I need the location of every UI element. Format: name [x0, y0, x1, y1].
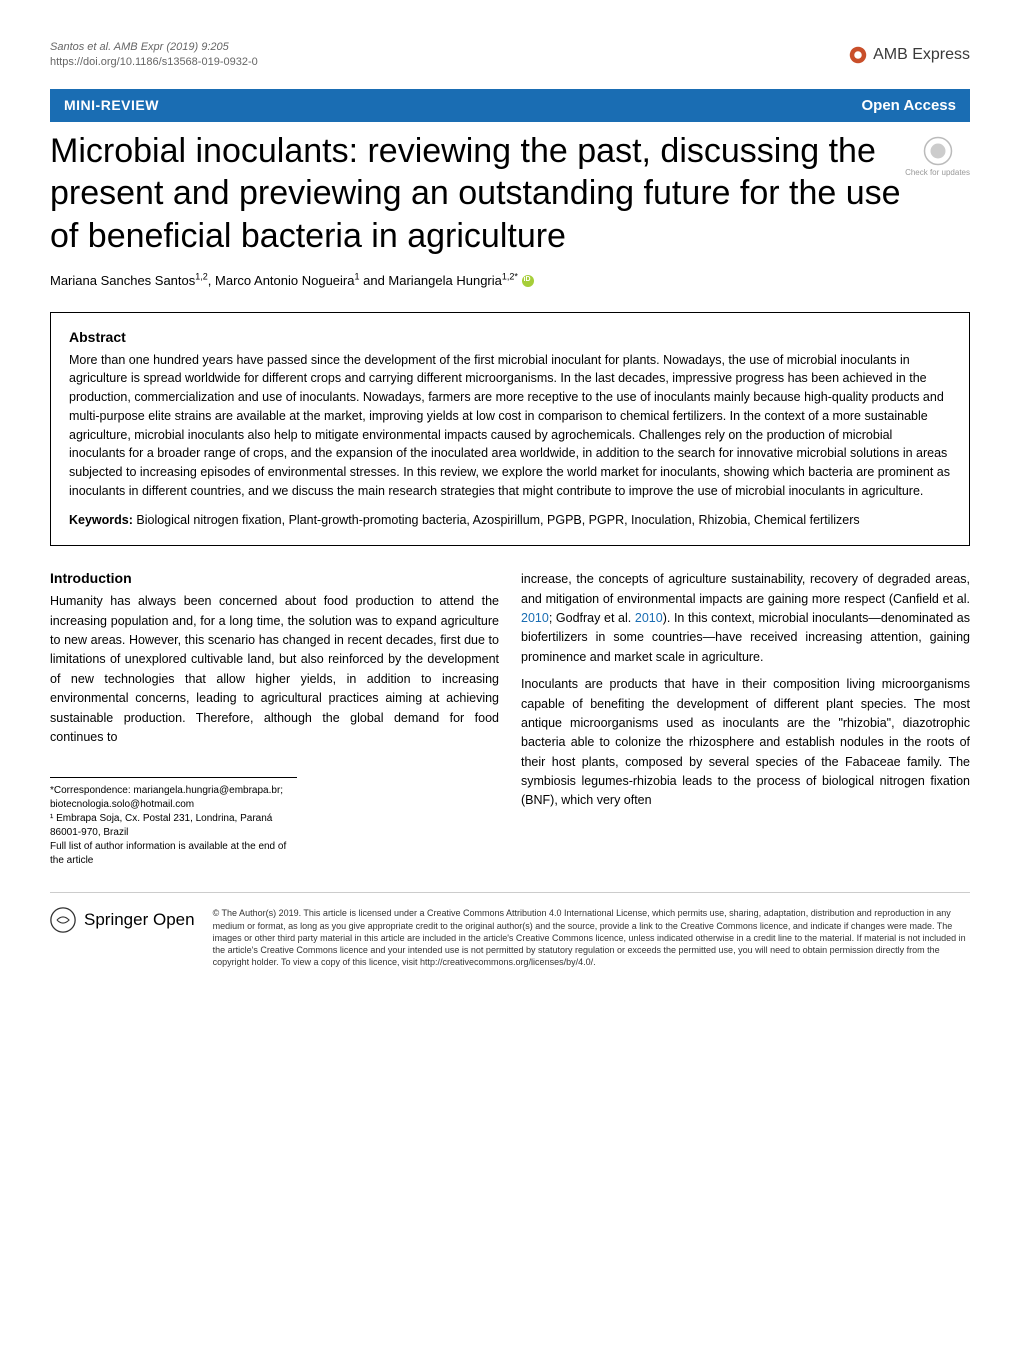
open-access-label: Open Access [862, 97, 957, 114]
authors-text: Mariana Sanches Santos1,2, Marco Antonio… [50, 273, 518, 288]
publisher-name: Springer Open [84, 910, 195, 930]
publisher-logo: Springer Open [50, 907, 195, 933]
intro-paragraph-1: Humanity has always been concerned about… [50, 592, 499, 747]
left-column: Introduction Humanity has always been co… [50, 570, 499, 868]
license-footer: Springer Open © The Author(s) 2019. This… [50, 892, 970, 968]
abstract-body: More than one hundred years have passed … [69, 351, 951, 501]
right-column: increase, the concepts of agriculture su… [521, 570, 970, 868]
intro-paragraph-2: increase, the concepts of agriculture su… [521, 570, 970, 667]
citation-block: Santos et al. AMB Expr (2019) 9:205 http… [50, 40, 258, 71]
author-list: Mariana Sanches Santos1,2, Marco Antonio… [50, 271, 970, 287]
springer-icon [50, 907, 76, 933]
intro-paragraph-3: Inoculants are products that have in the… [521, 675, 970, 811]
journal-name: AMB Express [873, 46, 970, 64]
journal-icon [849, 46, 867, 64]
correspondence-note: Full list of author information is avail… [50, 840, 297, 868]
correspondence-box: *Correspondence: mariangela.hungria@embr… [50, 777, 297, 868]
license-text: © The Author(s) 2019. This article is li… [213, 907, 970, 968]
article-type-banner: MINI-REVIEW Open Access [50, 89, 970, 122]
crossmark-icon [923, 136, 953, 166]
check-updates-badge[interactable]: Check for updates [905, 136, 970, 177]
correspondence-email: *Correspondence: mariangela.hungria@embr… [50, 784, 297, 812]
article-page: Santos et al. AMB Expr (2019) 9:205 http… [0, 0, 1020, 1008]
abstract-section: Abstract More than one hundred years hav… [50, 312, 970, 547]
doi-link[interactable]: https://doi.org/10.1186/s13568-019-0932-… [50, 55, 258, 70]
keywords-values: Biological nitrogen fixation, Plant-grow… [136, 513, 859, 527]
orcid-icon[interactable] [522, 275, 534, 287]
keywords-label: Keywords: [69, 513, 133, 527]
check-updates-text: Check for updates [905, 168, 970, 177]
article-title: Microbial inoculants: reviewing the past… [50, 130, 970, 258]
journal-logo: AMB Express [849, 46, 970, 64]
page-header: Santos et al. AMB Expr (2019) 9:205 http… [50, 40, 970, 71]
abstract-heading: Abstract [69, 329, 951, 345]
keywords-line: Keywords: Biological nitrogen fixation, … [69, 511, 951, 530]
correspondence-affiliation: ¹ Embrapa Soja, Cx. Postal 231, Londrina… [50, 812, 297, 840]
citation-line: Santos et al. AMB Expr (2019) 9:205 [50, 40, 258, 55]
body-columns: Introduction Humanity has always been co… [50, 570, 970, 868]
intro-heading: Introduction [50, 570, 499, 586]
article-type-label: MINI-REVIEW [64, 97, 159, 113]
